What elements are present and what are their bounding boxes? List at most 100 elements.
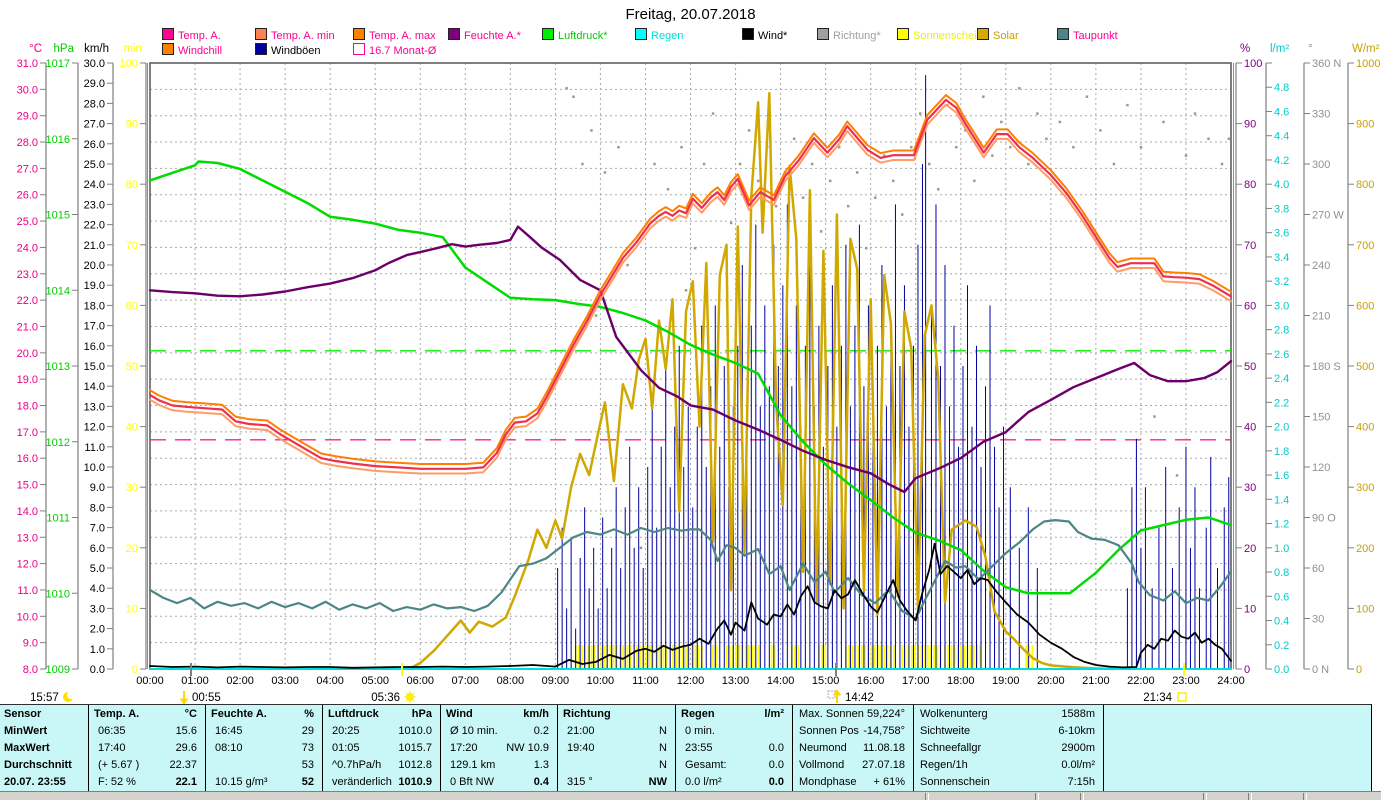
svg-text:24.0: 24.0 — [17, 242, 38, 254]
svg-text:16.0: 16.0 — [17, 453, 38, 465]
svg-text:20.0: 20.0 — [17, 348, 38, 360]
legend-label: Temp. A. max — [369, 30, 436, 42]
table-cell: 315 ° — [567, 776, 593, 788]
table-cell: 0.0l/m² — [1061, 759, 1095, 771]
table-cell: 19:40 — [567, 742, 595, 754]
table-cell: Luftdruck — [328, 708, 379, 720]
table-cell: % — [304, 708, 314, 720]
svg-text:20: 20 — [126, 543, 138, 555]
svg-text:1.2: 1.2 — [1274, 519, 1289, 531]
legend-label: Wind* — [758, 30, 788, 42]
moonrise-icon — [63, 691, 75, 702]
x-axis-label: 05:00 — [361, 675, 389, 687]
svg-text:400: 400 — [1356, 422, 1374, 434]
table-cell: 29.6 — [175, 742, 197, 754]
svg-text:90 O: 90 O — [1312, 513, 1336, 525]
table-cell: Neumond — [799, 742, 847, 754]
table-cell: l/m² — [764, 708, 784, 720]
svg-text:3.6: 3.6 — [1274, 228, 1289, 240]
x-axis-label: 18:00 — [947, 675, 975, 687]
statusbar-divider — [1035, 793, 1039, 800]
x-axis-label: 13:00 — [722, 675, 750, 687]
legend-label: Windböen — [271, 45, 321, 57]
svg-text:0.4: 0.4 — [1274, 616, 1289, 628]
svg-text:0.6: 0.6 — [1274, 591, 1289, 603]
svg-text:22.0: 22.0 — [84, 220, 105, 232]
sunrise-icon — [404, 691, 416, 703]
legend-item: Feuchte A.* — [448, 28, 521, 42]
axis-unit-tempC: °C — [29, 43, 42, 55]
x-axis-label: 11:00 — [632, 675, 659, 687]
table-cell: 15.6 — [175, 725, 197, 737]
legend-item: Solar — [977, 28, 1019, 42]
svg-text:0: 0 — [1244, 664, 1250, 676]
series-temp-a- — [148, 98, 1233, 470]
table-col — [675, 705, 793, 792]
svg-text:0.0: 0.0 — [90, 664, 105, 676]
x-axis-label: 09:00 — [542, 675, 570, 687]
table-cell: Wolkenunterg — [920, 708, 988, 720]
axis-unit-kmh: km/h — [84, 43, 109, 55]
table-cell: N — [659, 725, 667, 737]
table-cell: MaxWert — [4, 742, 50, 754]
svg-text:23.0: 23.0 — [17, 269, 38, 281]
svg-text:0: 0 — [132, 664, 138, 676]
table-cell: 20.07. 23:55 — [4, 776, 66, 788]
svg-text:30.0: 30.0 — [17, 84, 38, 96]
svg-text:15.0: 15.0 — [17, 480, 38, 492]
table-cell: Sichtweite — [920, 725, 971, 737]
legend-swatch — [255, 43, 267, 55]
svg-text:1.0: 1.0 — [1274, 543, 1289, 555]
table-cell: 16:45 — [215, 725, 243, 737]
svg-text:2.0: 2.0 — [1274, 422, 1289, 434]
svg-text:17.0: 17.0 — [84, 321, 105, 333]
table-cell: veränderlich — [332, 776, 392, 788]
moonset-icon — [179, 691, 189, 704]
table-cell: 1015.7 — [398, 742, 432, 754]
svg-text:30: 30 — [1312, 614, 1324, 626]
svg-text:2.6: 2.6 — [1274, 349, 1289, 361]
table-cell: Max. Sonnen — [799, 708, 864, 720]
legend-item: Luftdruck* — [542, 28, 608, 42]
svg-text:18.0: 18.0 — [84, 300, 105, 312]
svg-text:60: 60 — [1244, 300, 1256, 312]
x-axis-label: 23:00 — [1172, 675, 1200, 687]
table-cell: NW — [648, 776, 667, 788]
svg-text:40: 40 — [126, 422, 138, 434]
svg-text:4.4: 4.4 — [1274, 131, 1289, 143]
series-luftdruck — [148, 160, 1233, 595]
marker-time: 14:42 — [845, 692, 874, 704]
table-cell: 6-10km — [1058, 725, 1095, 737]
svg-text:4.6: 4.6 — [1274, 106, 1289, 118]
table-cell: N — [659, 742, 667, 754]
table-cell: 29 — [301, 725, 314, 737]
svg-text:12.0: 12.0 — [17, 559, 38, 571]
legend-item: Windböen — [255, 43, 321, 57]
svg-text:0 N: 0 N — [1312, 664, 1329, 676]
svg-text:60: 60 — [126, 300, 138, 312]
svg-text:180 S: 180 S — [1312, 361, 1341, 373]
table-col — [557, 705, 676, 792]
svg-text:80: 80 — [126, 179, 138, 191]
table-cell: 0.0 l/m² — [685, 776, 722, 788]
svg-text:29.0: 29.0 — [84, 78, 105, 90]
svg-text:1011: 1011 — [46, 513, 70, 525]
svg-text:4.0: 4.0 — [90, 583, 105, 595]
legend-swatch — [635, 28, 647, 40]
svg-text:40: 40 — [1244, 422, 1256, 434]
legend-swatch — [1057, 28, 1069, 40]
table-cell: 23:55 — [685, 742, 713, 754]
series-solar — [407, 92, 1116, 671]
svg-text:14.0: 14.0 — [17, 506, 38, 518]
table-cell: 0.2 — [533, 725, 549, 737]
svg-text:26.0: 26.0 — [17, 190, 38, 202]
svg-text:1009: 1009 — [46, 664, 70, 676]
svg-text:29.0: 29.0 — [17, 111, 38, 123]
svg-text:27.0: 27.0 — [17, 163, 38, 175]
x-axis-label: 20:00 — [1037, 675, 1065, 687]
table-cell: 0 Bft NW — [450, 776, 495, 788]
table-cell: 1010.9 — [398, 776, 432, 788]
table-cell: 22.37 — [169, 759, 197, 771]
table-cell: 01:05 — [332, 742, 360, 754]
svg-text:26.0: 26.0 — [84, 139, 105, 151]
